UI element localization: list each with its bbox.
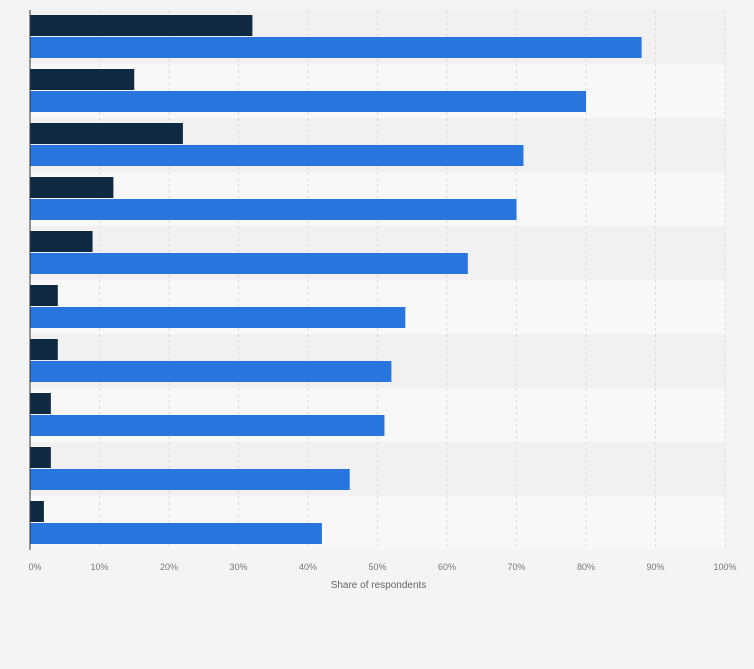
- bar-series-1: [30, 339, 58, 360]
- bar-series-1: [30, 501, 44, 522]
- bar-series-2: [30, 91, 586, 112]
- bar-series-1: [30, 231, 93, 252]
- x-tick-label: 70%: [507, 562, 525, 572]
- bar-series-2: [30, 307, 406, 328]
- bar-series-2: [30, 361, 392, 382]
- bar-series-1: [30, 285, 58, 306]
- bars: [30, 15, 642, 544]
- x-axis-title: Share of respondents: [331, 580, 427, 591]
- bar-series-2: [30, 415, 385, 436]
- bar-series-2: [30, 523, 322, 544]
- x-tick-label: 20%: [160, 562, 178, 572]
- bar-series-2: [30, 37, 642, 58]
- x-tick-label: 90%: [646, 562, 664, 572]
- x-tick-label: 40%: [299, 562, 317, 572]
- x-axis-ticks: 0% 10% 20% 30% 40% 50% 60% 70% 80% 90% 100%: [28, 562, 736, 572]
- bar-series-2: [30, 469, 350, 490]
- bar-series-1: [30, 177, 114, 198]
- bar-series-1: [30, 123, 183, 144]
- x-tick-label: 50%: [368, 562, 386, 572]
- x-tick-label: 30%: [229, 562, 247, 572]
- x-tick-label: 0%: [28, 562, 41, 572]
- bar-series-2: [30, 253, 468, 274]
- bar-series-1: [30, 69, 135, 90]
- bar-series-1: [30, 15, 253, 36]
- bar-series-2: [30, 145, 524, 166]
- bar-series-1: [30, 393, 51, 414]
- bar-series-1: [30, 447, 51, 468]
- x-tick-label: 80%: [577, 562, 595, 572]
- bar-series-2: [30, 199, 517, 220]
- x-tick-label: 60%: [438, 562, 456, 572]
- x-tick-label: 100%: [713, 562, 736, 572]
- x-tick-label: 10%: [90, 562, 108, 572]
